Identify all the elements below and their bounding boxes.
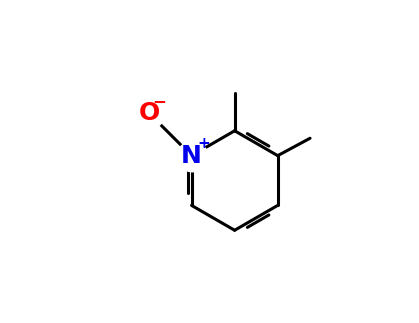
Text: +: + [197,136,210,151]
Text: O: O [139,101,160,125]
Text: N: N [181,144,202,168]
Text: −: − [152,92,166,110]
